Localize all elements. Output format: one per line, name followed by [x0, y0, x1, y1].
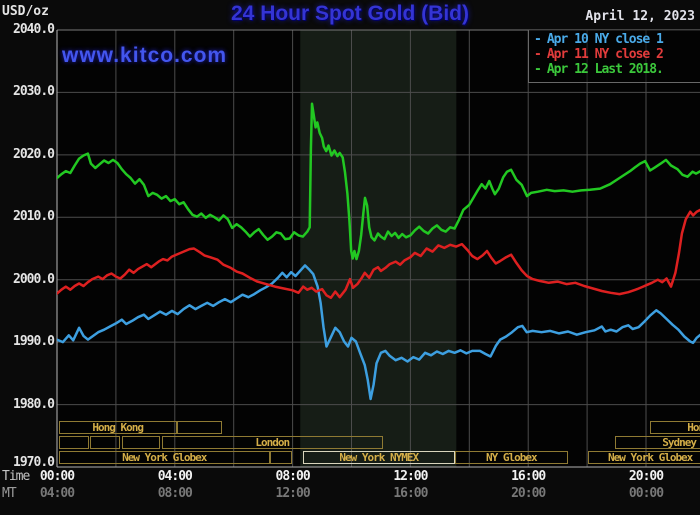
- time-row-label: Time: [2, 469, 30, 484]
- legend-label: Apr 11 NY close 2: [546, 47, 664, 62]
- x-tick-mt: 08:00: [157, 486, 193, 501]
- x-tick-mt: 04:00: [39, 486, 75, 501]
- session-box-london: London: [161, 436, 383, 449]
- x-tick-time: 16:00: [511, 469, 546, 484]
- legend-dash-icon: -: [534, 32, 542, 47]
- chart-legend: - Apr 10 NY close 1 - Apr 11 NY close 2 -A…: [528, 30, 700, 83]
- x-tick-mt: 20:00: [511, 486, 546, 501]
- price-line-apr-10-ny-close: [57, 264, 700, 401]
- legend-dash-icon: -: [534, 62, 542, 77]
- y-axis-units-label: USD/oz: [2, 4, 49, 19]
- session-box-new-york-globex: New York Globex: [58, 451, 270, 464]
- nymex-session-shaded-band: [300, 30, 457, 467]
- x-tick-time: 00:00: [39, 469, 75, 484]
- kitco-watermark-link[interactable]: www.kitco.com: [62, 44, 228, 67]
- session-box-hong-kong: Hong Kong: [650, 421, 700, 434]
- session-box: [58, 436, 89, 449]
- price-line-apr-11-ny-close: [57, 208, 700, 300]
- session-box: [176, 421, 222, 434]
- y-tick-1990: 1990.0: [13, 334, 55, 349]
- session-box-hong-kong: Hong Kong: [58, 421, 177, 434]
- legend-item-apr12: - Apr 12 Last 2018.: [534, 62, 700, 77]
- y-tick-2000: 2000.0: [13, 272, 55, 287]
- y-tick-1980: 1980.0: [13, 397, 55, 412]
- price-line-apr-12-last: [57, 102, 700, 261]
- legend-label: Apr 10 NY close 1: [546, 32, 664, 47]
- x-tick-time: 08:00: [275, 469, 311, 484]
- session-box-new-york-nymex: New York NYMEX: [302, 451, 455, 464]
- y-tick-1970: 1970.0: [13, 455, 55, 470]
- x-tick-mt: 16:00: [393, 486, 428, 501]
- legend-label: Apr 12 Last 2018.: [546, 62, 664, 77]
- session-box: [90, 436, 120, 449]
- x-tick-time: 04:00: [157, 469, 193, 484]
- legend-item-apr10: - Apr 10 NY close 1: [534, 32, 700, 47]
- chart-date: April 12, 2023: [585, 9, 695, 24]
- legend-item-apr11: - Apr 11 NY close 2: [534, 47, 700, 62]
- x-tick-mt: 12:00: [275, 486, 311, 501]
- y-tick-2020: 2020.0: [13, 147, 55, 162]
- session-box-new-york-globex: New York Globex: [588, 451, 700, 464]
- mt-row-label: MT: [2, 486, 17, 501]
- session-box-ny-globex: NY Globex: [454, 451, 568, 464]
- y-tick-2030: 2030.0: [13, 84, 55, 99]
- session-box: [269, 451, 292, 464]
- y-tick-2040: 2040.0: [13, 22, 55, 37]
- session-box: [121, 436, 161, 449]
- legend-dash-icon: -: [534, 47, 542, 62]
- x-tick-mt: 00:00: [628, 486, 664, 501]
- session-box-sydney: Sydney: [615, 436, 700, 449]
- y-tick-2010: 2010.0: [13, 209, 55, 224]
- x-tick-time: 20:00: [628, 469, 664, 484]
- chart-title: 24 Hour Spot Gold (Bid): [231, 2, 469, 25]
- x-tick-time: 12:00: [393, 469, 428, 484]
